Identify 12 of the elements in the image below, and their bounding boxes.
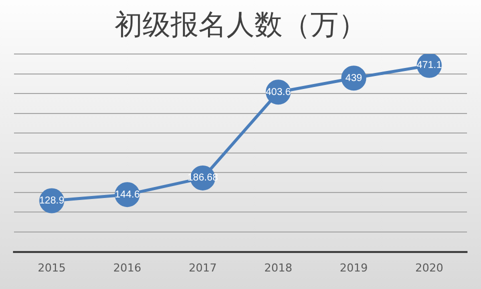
x-tick-label: 2020 [415,261,444,274]
x-tick-label: 2019 [340,261,368,274]
data-label: 403.6 [266,86,292,98]
x-tick-label: 2016 [113,261,142,274]
data-label: 128.9 [39,196,65,207]
x-tick-label: 2015 [38,261,66,274]
data-label: 144.6 [114,189,140,200]
chart-title: 初级报名人数（万） [114,7,368,43]
data-label: 471.1 [416,60,442,72]
x-tick-label: 2017 [188,261,217,274]
x-tick-label: 2018 [264,261,292,274]
data-label: 439 [345,72,363,84]
